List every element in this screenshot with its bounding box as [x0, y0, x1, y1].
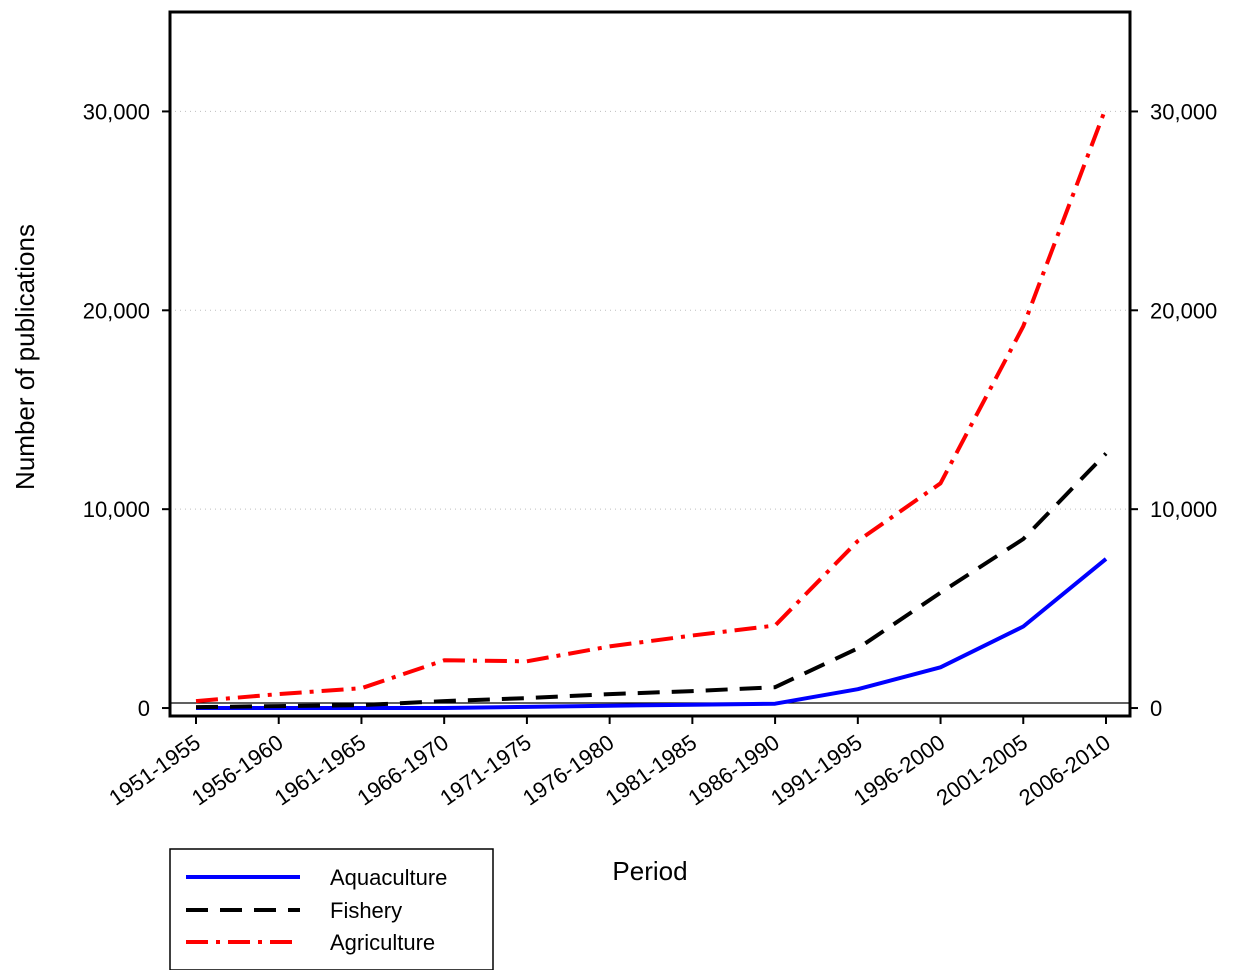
x-tick-label: 1996-2000: [849, 730, 950, 811]
legend-label-aquaculture: Aquaculture: [330, 865, 447, 890]
x-tick-label: 1971-1975: [435, 730, 536, 811]
plot-frame: [168, 10, 1132, 718]
x-tick-label: 1981-1985: [601, 730, 702, 811]
x-axis-title: Period: [612, 856, 687, 886]
y-tick-label-right: 0: [1150, 696, 1162, 721]
y-axis-title: Number of publications: [10, 224, 40, 490]
y-tick-label-left: 20,000: [83, 298, 150, 323]
legend-label-agriculture: Agriculture: [330, 930, 435, 955]
series-lines: [195, 106, 1108, 710]
gridlines: [170, 110, 1130, 510]
x-tick-label: 2001-2005: [932, 730, 1033, 811]
x-tick-label: 2006-2010: [1014, 730, 1115, 811]
y-tick-label-right: 10,000: [1150, 497, 1217, 522]
y-tick-label-left: 0: [138, 696, 150, 721]
x-tick-label: 1991-1995: [766, 730, 867, 811]
legend: Aquaculture Fishery Agriculture: [169, 848, 494, 970]
x-tick-label: 1986-1990: [683, 730, 784, 811]
legend-label-fishery: Fishery: [330, 898, 402, 923]
series-line-fishery: [195, 452, 1108, 710]
series-line-agriculture: [195, 106, 1108, 704]
y-tick-label-right: 20,000: [1150, 298, 1217, 323]
x-tick-label: 1976-1980: [518, 730, 619, 811]
y-tick-label-left: 10,000: [83, 497, 150, 522]
y-tick-label-right: 30,000: [1150, 99, 1217, 124]
x-tick-label: 1961-1965: [270, 730, 371, 811]
x-tick-label: 1956-1960: [187, 730, 288, 811]
series-line-aquaculture: [196, 557, 1108, 710]
x-tick-label: 1966-1970: [353, 730, 454, 811]
y-tick-label-left: 30,000: [83, 99, 150, 124]
x-tick-label: 1951-1955: [104, 730, 205, 811]
